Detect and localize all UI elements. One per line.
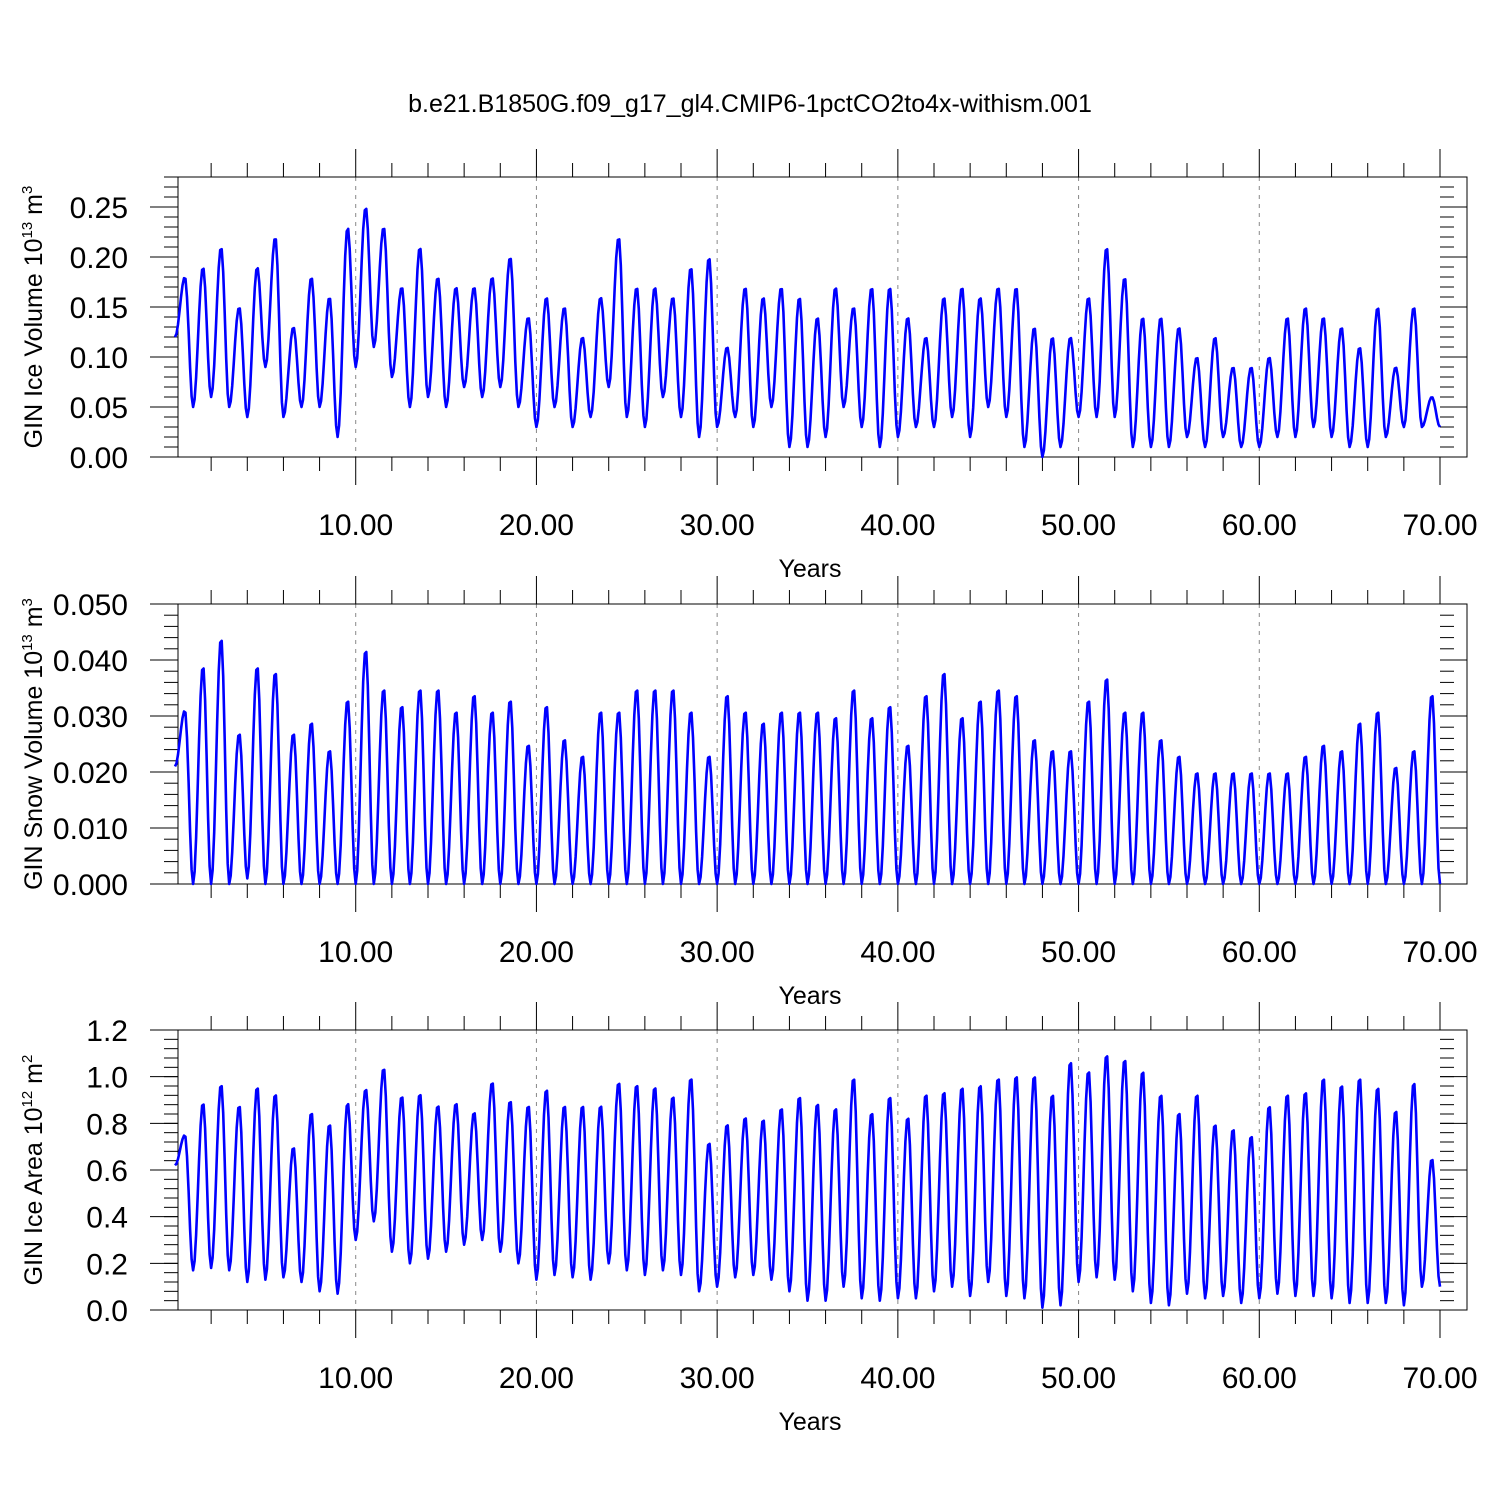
y-tick-label: 0.010 xyxy=(53,813,128,846)
y-axis-title: GIN Snow Volume 1013 m3 xyxy=(19,598,48,890)
x-tick-label: 10.00 xyxy=(318,1362,393,1395)
x-tick-label: 70.00 xyxy=(1402,936,1477,969)
x-tick-label: 40.00 xyxy=(860,1362,935,1395)
x-tick-label: 20.00 xyxy=(499,936,574,969)
x-tick-label: 60.00 xyxy=(1222,936,1297,969)
x-tick-label: 30.00 xyxy=(680,509,755,542)
x-axis-title: Years xyxy=(778,555,841,583)
series-line xyxy=(174,1055,1442,1309)
y-tick-label: 0.020 xyxy=(53,757,128,790)
y-tick-label: 0.10 xyxy=(70,342,128,375)
y-tick-label: 0.6 xyxy=(86,1155,128,1188)
y-axis-title: GIN Ice Volume 1013 m3 xyxy=(19,186,48,449)
y-tick-label: 0.05 xyxy=(70,392,128,425)
y-tick-label: 0.000 xyxy=(53,869,128,902)
x-tick-label: 30.00 xyxy=(680,936,755,969)
x-tick-label: 70.00 xyxy=(1402,509,1477,542)
panel-1: 0.00 0.05 0.10 0.15 0.20 0.25 10.00 20.00 30.00 4… xyxy=(19,149,1478,583)
main-title: b.e21.B1850G.f09_g17_gl4.CMIP6-1pctCO2to… xyxy=(408,90,1092,118)
x-tick-label: 50.00 xyxy=(1041,509,1116,542)
x-tick-label: 10.00 xyxy=(318,509,393,542)
x-tick-label: 20.00 xyxy=(499,1362,574,1395)
x-tick-label: 50.00 xyxy=(1041,1362,1116,1395)
y-axis-title: GIN Ice Area 1012 m2 xyxy=(19,1055,48,1286)
x-tick-label: 20.00 xyxy=(499,509,574,542)
y-tick-label: 0.2 xyxy=(86,1248,128,1281)
x-tick-label: 60.00 xyxy=(1222,509,1297,542)
y-tick-label: 0.15 xyxy=(70,292,128,325)
x-tick-label: 70.00 xyxy=(1402,1362,1477,1395)
y-tick-label: 0.0 xyxy=(86,1295,128,1328)
x-axis-title: Years xyxy=(778,982,841,1010)
series-line xyxy=(173,207,1442,459)
y-tick-label: 0.030 xyxy=(53,701,128,734)
y-tick-label: 0.8 xyxy=(86,1108,128,1141)
x-tick-label: 40.00 xyxy=(860,936,935,969)
y-tick-label: 0.040 xyxy=(53,645,128,678)
x-tick-label: 30.00 xyxy=(680,1362,755,1395)
x-tick-label: 40.00 xyxy=(860,509,935,542)
x-tick-label: 10.00 xyxy=(318,936,393,969)
y-tick-label: 1.2 xyxy=(86,1015,128,1048)
x-axis-title: Years xyxy=(778,1408,841,1436)
panels: 0.00 0.05 0.10 0.15 0.20 0.25 10.00 20.00 30.00 4… xyxy=(19,149,1478,1436)
y-tick-label: 0.00 xyxy=(70,442,128,475)
panel-2: 0.000 0.010 0.020 0.030 0.040 0.050 10.00 20.00… xyxy=(19,576,1478,1010)
x-tick-label: 60.00 xyxy=(1222,1362,1297,1395)
y-tick-label: 0.25 xyxy=(70,192,128,225)
y-tick-label: 1.0 xyxy=(86,1062,128,1095)
x-tick-label: 50.00 xyxy=(1041,936,1116,969)
series-line xyxy=(173,639,1442,886)
y-tick-label: 0.20 xyxy=(70,242,128,275)
y-tick-label: 0.050 xyxy=(53,589,128,622)
y-tick-label: 0.4 xyxy=(86,1202,128,1235)
panel-3: 0.0 0.2 0.4 0.6 0.8 1.0 1.2 10.00 20.00 30.00 40.0… xyxy=(19,1002,1478,1436)
